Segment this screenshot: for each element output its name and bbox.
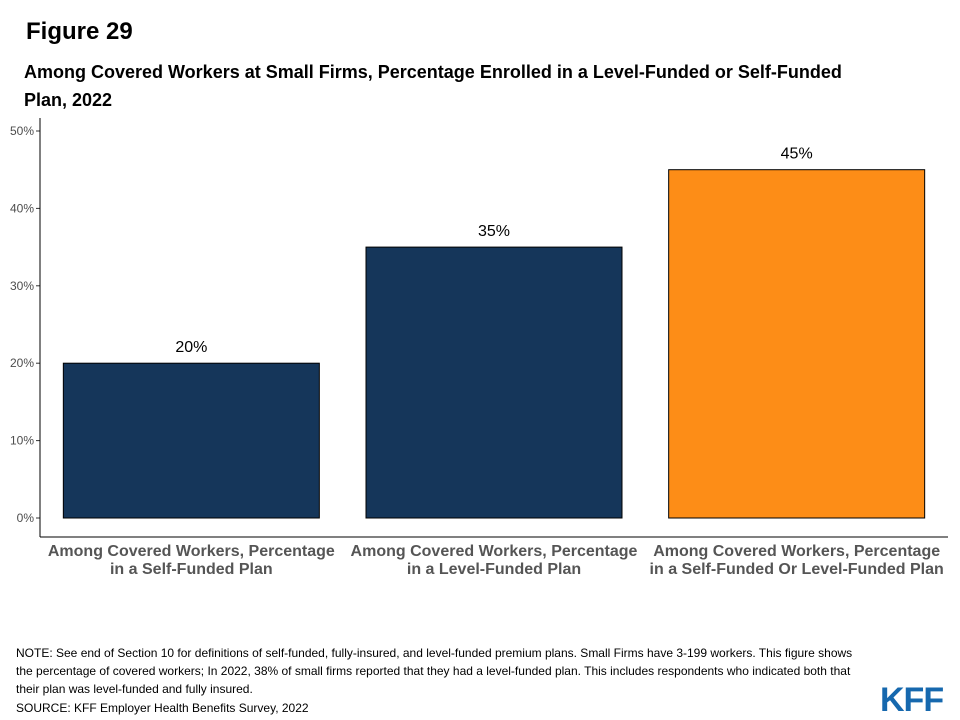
figure-label: Figure 29 bbox=[26, 18, 133, 45]
bar-data-label: 20% bbox=[175, 339, 207, 356]
data-labels: 20% 35% 45% bbox=[175, 146, 812, 357]
y-axis-ticks: 0% 10% 20% 30% 40% 50% bbox=[10, 124, 40, 525]
chart-note: NOTE: See end of Section 10 for definiti… bbox=[16, 646, 853, 696]
y-tick-label: 10% bbox=[10, 434, 34, 448]
y-tick-label: 40% bbox=[10, 201, 34, 215]
y-tick-label: 30% bbox=[10, 279, 34, 293]
y-tick-label: 0% bbox=[17, 511, 35, 525]
bar-chart: 0% 10% 20% 30% 40% 50% 20% 35% 45% bbox=[10, 118, 948, 538]
x-category-label: Among Covered Workers, Percentage in a S… bbox=[47, 543, 335, 578]
bar-data-label: 45% bbox=[781, 146, 813, 163]
chart-source: SOURCE: KFF Employer Health Benefits Sur… bbox=[16, 701, 309, 715]
x-category-label: Among Covered Workers, Percentage in a S… bbox=[649, 543, 944, 578]
y-tick-label: 50% bbox=[10, 124, 34, 138]
y-tick-label: 20% bbox=[10, 356, 34, 370]
bar bbox=[668, 169, 926, 519]
x-category-label: Among Covered Workers, Percentage in a L… bbox=[350, 543, 638, 578]
bars bbox=[62, 169, 926, 519]
bar bbox=[62, 362, 320, 519]
bar bbox=[365, 246, 623, 519]
bar-data-label: 35% bbox=[478, 223, 510, 240]
kff-logo: KFF bbox=[880, 681, 944, 719]
chart-title: Among Covered Workers at Small Firms, Pe… bbox=[24, 62, 842, 110]
